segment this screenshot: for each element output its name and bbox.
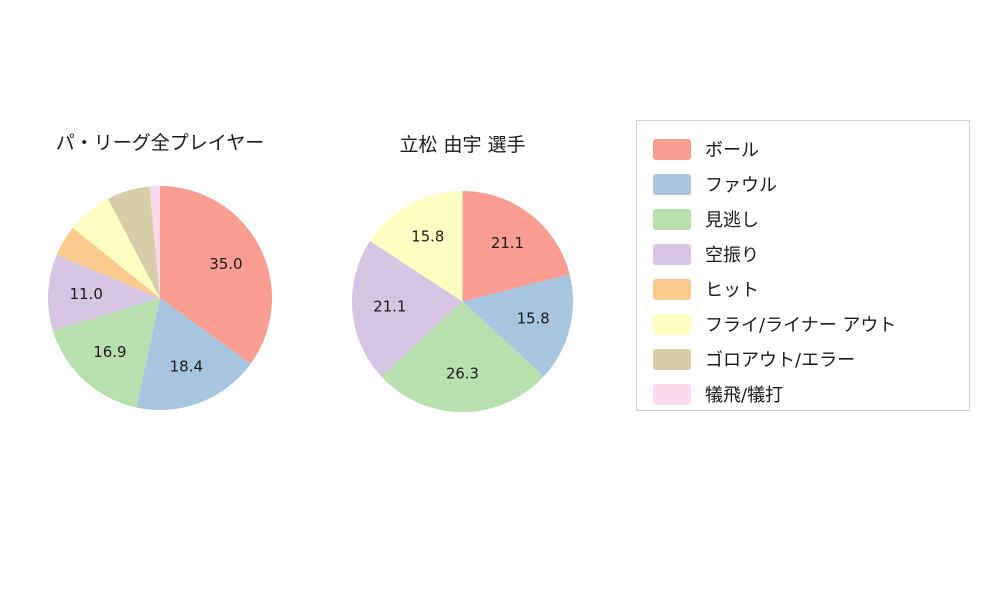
slice-value-label: 15.8 [517, 311, 550, 328]
legend-swatch [653, 243, 691, 265]
pie-slice-ボール [462, 190, 570, 302]
pie-slice-見逃し [381, 301, 544, 413]
legend-item: ヒット [653, 272, 969, 306]
slice-value-label: 35.0 [209, 255, 242, 273]
slice-value-label: 15.8 [411, 228, 444, 245]
left-chart-title: パ・リーグ全プレイヤー [55, 132, 265, 154]
legend-item: ゴロアウト/エラー [653, 342, 969, 376]
legend-label: フライ/ライナー アウト [705, 315, 897, 336]
pie-slice-フライ/ライナー アウト [72, 198, 160, 298]
legend-box: ボールファウル見逃し空振りヒットフライ/ライナー アウト ゴロアウト/エラー 犠飛/… [636, 120, 970, 411]
legend-swatch [653, 348, 691, 370]
pie-slice-ファウル [462, 274, 574, 377]
legend-label: 空振り [705, 245, 759, 266]
pie-slice-ボール [160, 186, 272, 364]
legend-label: 犠飛/犠打 [705, 385, 784, 406]
legend-swatch [653, 383, 691, 405]
pie-slice-ヒット [56, 227, 160, 298]
legend-swatch [653, 278, 691, 300]
pie-slice-ファウル [136, 298, 251, 410]
legend-item: ファウル [653, 167, 969, 201]
legend-item: ボール [653, 132, 969, 166]
pie-slice-フライ/ライナー アウト [369, 190, 463, 302]
pie-slice-空振り [351, 241, 463, 377]
slice-value-label: 16.9 [93, 343, 126, 361]
pie-slice-犠飛/犠打 [149, 186, 160, 298]
slice-value-label: 21.1 [491, 235, 524, 252]
legend-label: ゴロアウト/エラー [705, 350, 856, 371]
legend-item: 見逃し [653, 202, 969, 236]
slice-value-label: 26.3 [446, 365, 479, 382]
legend-item: フライ/ライナー アウト [653, 307, 969, 341]
legend-swatch [653, 138, 691, 160]
slice-value-label: 11.0 [69, 285, 102, 303]
right-pie-chart: 21.1 15.8 26.3 21.1 15.8 [351, 190, 574, 413]
slice-value-label: 18.4 [170, 358, 203, 376]
legend-swatch [653, 313, 691, 335]
legend-item: 犠飛/犠打 [653, 377, 969, 411]
pie-slice-ゴロアウト/エラー [107, 186, 160, 298]
legend-label: ボール [705, 140, 759, 161]
slice-value-label: 21.1 [373, 299, 406, 316]
legend-item: 空振り [653, 237, 969, 271]
right-chart-title: 立松 由宇 選手 [399, 134, 526, 156]
left-pie-chart: 35.0 18.4 16.9 11.0 [47, 186, 272, 410]
legend-label: ファウル [705, 175, 777, 196]
pie-slice-見逃し [52, 298, 160, 408]
legend-label: 見逃し [705, 210, 759, 231]
legend-swatch [653, 208, 691, 230]
pie-slice-空振り [47, 254, 160, 331]
legend-swatch [653, 173, 691, 195]
legend-label: ヒット [705, 280, 759, 301]
